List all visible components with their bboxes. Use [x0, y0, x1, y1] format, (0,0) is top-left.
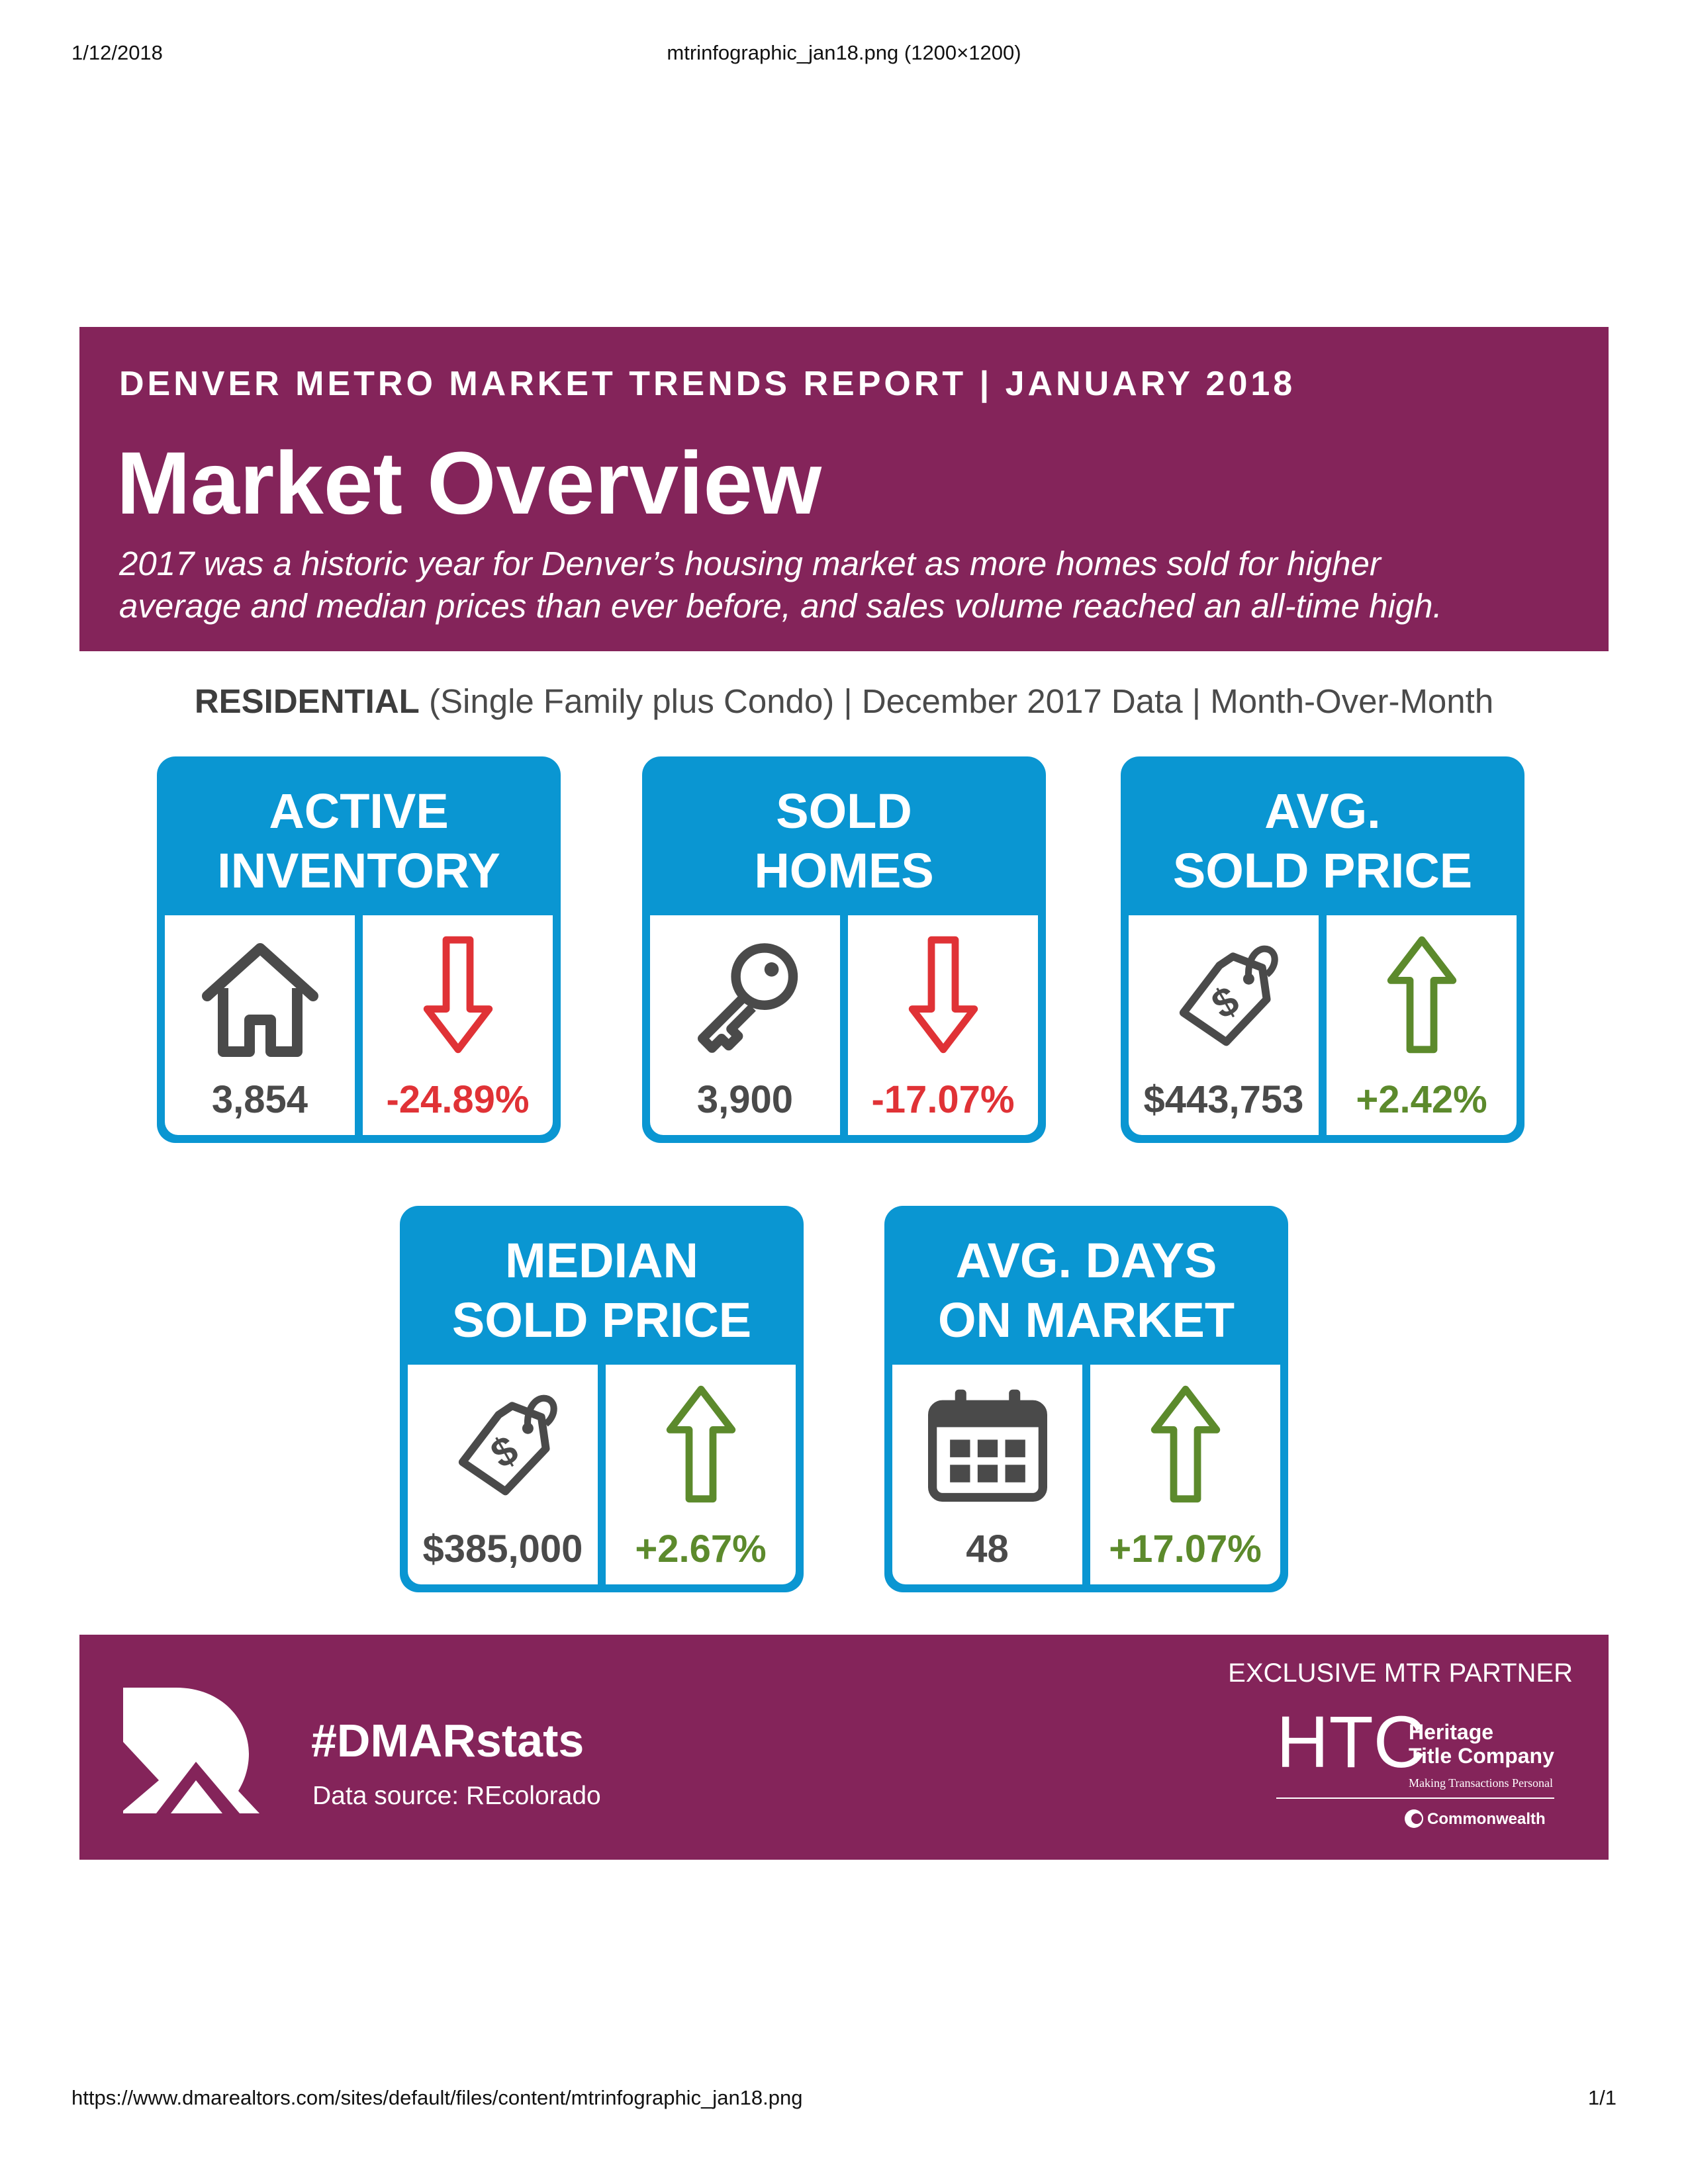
- stat-change: +17.07%: [1109, 1527, 1262, 1570]
- stat-value: 48: [966, 1527, 1009, 1570]
- card-title: AVG. SOLD PRICE: [1121, 782, 1524, 901]
- stat-change: +2.67%: [635, 1527, 767, 1570]
- card-title-line-2: INVENTORY: [217, 843, 500, 898]
- card-body: 3,854 -24.89%: [165, 915, 553, 1135]
- card-title-line-2: ON MARKET: [937, 1293, 1235, 1347]
- intro-line-1: 2017 was a historic year for Denver’s ho…: [119, 545, 1381, 582]
- key-icon: [686, 935, 805, 1064]
- arrow-up-icon: [1149, 1385, 1222, 1507]
- card-value-cell: $ $385,000: [408, 1365, 598, 1584]
- card-change-cell: +2.42%: [1327, 915, 1517, 1135]
- card-body: $ $385,000 +2.67%: [408, 1365, 796, 1584]
- stat-value: 3,900: [696, 1078, 794, 1121]
- arrow-up-icon: [1385, 935, 1458, 1058]
- arrow-up-icon: [665, 1385, 737, 1507]
- stat-change: +2.42%: [1356, 1078, 1487, 1121]
- price-tag-icon: $: [1168, 935, 1280, 1058]
- card-change-cell: +2.67%: [606, 1365, 796, 1584]
- card-value-cell: $ $443,753: [1129, 915, 1319, 1135]
- house-icon: [194, 935, 326, 1064]
- card-change-cell: +17.07%: [1090, 1365, 1280, 1584]
- card-body: 48 +17.07%: [892, 1365, 1280, 1584]
- card-title-line-2: SOLD PRICE: [451, 1293, 752, 1347]
- card-title-line-1: ACTIVE: [269, 784, 449, 839]
- calendar-icon: [925, 1385, 1051, 1507]
- svg-text:$: $: [1204, 977, 1246, 1027]
- card-title-line-1: AVG. DAYS: [955, 1233, 1217, 1288]
- card-title-line-2: HOMES: [754, 843, 934, 898]
- print-page-count: 1/1: [1587, 2086, 1617, 2109]
- footer-banner: #DMARstats Data source: REcolorado EXCLU…: [79, 1635, 1609, 1860]
- page-title: Market Overview: [117, 434, 822, 533]
- card-body: 3,900 -17.07%: [650, 915, 1038, 1135]
- header-banner: DENVER METRO MARKET TRENDS REPORT | JANU…: [79, 327, 1609, 651]
- card-title: MEDIAN SOLD PRICE: [400, 1231, 804, 1350]
- htc-name-line-1: Heritage: [1409, 1720, 1493, 1744]
- data-source: Data source: REcolorado: [312, 1782, 601, 1810]
- stat-value: $443,753: [1143, 1078, 1304, 1121]
- card-title-line-1: AVG.: [1264, 784, 1381, 839]
- card-title-line-2: SOLD PRICE: [1172, 843, 1473, 898]
- card-value-cell: 48: [892, 1365, 1082, 1584]
- report-kicker: DENVER METRO MARKET TRENDS REPORT | JANU…: [119, 365, 1296, 403]
- card-value-cell: 3,854: [165, 915, 355, 1135]
- card-change-cell: -17.07%: [848, 915, 1038, 1135]
- card-body: $ $443,753 +2.42%: [1129, 915, 1517, 1135]
- stat-change: -24.89%: [386, 1078, 530, 1121]
- subheading-details: (Single Family plus Condo) | December 20…: [419, 682, 1494, 720]
- card-title: SOLD HOMES: [642, 782, 1046, 901]
- partner-label: EXCLUSIVE MTR PARTNER: [1228, 1659, 1573, 1688]
- htc-logo-mark: HTC: [1276, 1707, 1426, 1783]
- print-document-title: mtrinfographic_jan18.png (1200×1200): [667, 41, 1021, 64]
- print-url: https://www.dmarealtors.com/sites/defaul…: [71, 2086, 803, 2109]
- card-title-line-1: MEDIAN: [505, 1233, 698, 1288]
- stat-value: 3,854: [211, 1078, 308, 1121]
- dmar-logo-icon: [117, 1681, 269, 1823]
- arrow-down-icon: [422, 935, 494, 1058]
- price-tag-icon: $: [447, 1385, 559, 1507]
- stat-card-sold-homes: SOLD HOMES 3,900 -17.07%: [642, 756, 1046, 1143]
- stat-card-avg-days-on-market: AVG. DAYS ON MARKET 48: [884, 1206, 1288, 1592]
- data-scope-subheading: RESIDENTIAL (Single Family plus Condo) |…: [0, 682, 1688, 721]
- intro-line-2: average and median prices than ever befo…: [119, 587, 1442, 625]
- subheading-category: RESIDENTIAL: [194, 682, 420, 720]
- card-title: ACTIVE INVENTORY: [157, 782, 561, 901]
- card-title: AVG. DAYS ON MARKET: [884, 1231, 1288, 1350]
- intro-text: 2017 was a historic year for Denver’s ho…: [119, 543, 1575, 627]
- arrow-down-icon: [907, 935, 980, 1058]
- htc-partner-logo: HTC Heritage Title Company Making Transa…: [1276, 1702, 1561, 1837]
- htc-name-line-2: Title Company: [1409, 1744, 1554, 1768]
- print-date: 1/12/2018: [71, 41, 163, 64]
- card-title-line-1: SOLD: [776, 784, 912, 839]
- card-change-cell: -24.89%: [363, 915, 553, 1135]
- htc-tagline: Making Transactions Personal: [1409, 1776, 1553, 1790]
- stat-change: -17.07%: [871, 1078, 1015, 1121]
- stat-card-active-inventory: ACTIVE INVENTORY 3,854 -24.89%: [157, 756, 561, 1143]
- card-value-cell: 3,900: [650, 915, 840, 1135]
- svg-text:$: $: [483, 1426, 525, 1477]
- stat-value: $385,000: [422, 1527, 583, 1570]
- stat-card-median-sold-price: MEDIAN SOLD PRICE $ $385,000 +2.67%: [400, 1206, 804, 1592]
- hashtag: #DMARstats: [311, 1715, 585, 1766]
- htc-underwriter: Commonwealth: [1427, 1810, 1546, 1828]
- stat-card-avg-sold-price: AVG. SOLD PRICE $ $443,753 +2.42%: [1121, 756, 1524, 1143]
